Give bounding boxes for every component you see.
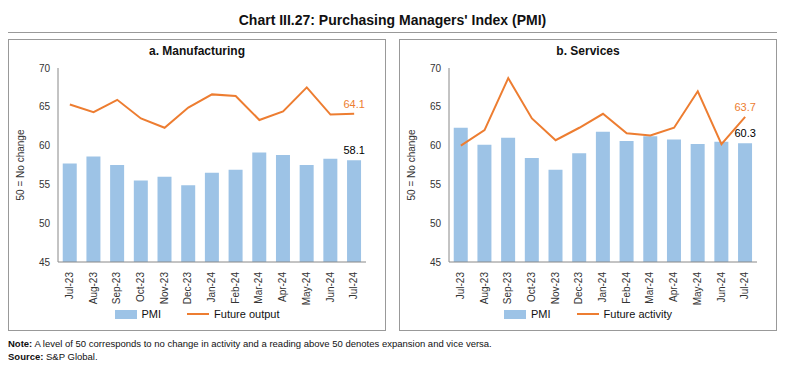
svg-text:Oct-23: Oct-23	[526, 272, 537, 302]
svg-text:Nov-23: Nov-23	[159, 272, 170, 305]
svg-text:Mar-24: Mar-24	[253, 272, 264, 304]
svg-text:Nov-23: Nov-23	[550, 272, 561, 305]
html-text:Future output: Future output	[214, 308, 280, 320]
svg-text:Jun-24: Jun-24	[325, 272, 336, 303]
html-text:Note: A level of 50 correspond: Note: A level of 50 corresponds to no ch…	[8, 338, 492, 349]
svg-text:Feb-24: Feb-24	[230, 272, 241, 304]
svg-text:55: 55	[430, 179, 442, 190]
svg-text:50: 50	[430, 218, 442, 229]
svg-text:Aug-23: Aug-23	[88, 272, 99, 305]
html-text:Source: S&P Global.: Source: S&P Global.	[8, 351, 98, 362]
svg-text:Dec-23: Dec-23	[573, 272, 584, 305]
html-text:a. Manufacturing: a. Manufacturing	[149, 44, 245, 58]
svg-text:Dec-23: Dec-23	[182, 272, 193, 305]
html-text:b. Services: b. Services	[556, 44, 620, 58]
html-text:PMI: PMI	[531, 308, 551, 320]
svg-text:60.3: 60.3	[734, 127, 755, 139]
svg-text:45: 45	[430, 257, 442, 268]
svg-text:Jul-23: Jul-23	[455, 272, 466, 300]
html-text:Chart III.27: Purchasing Manag: Chart III.27: Purchasing Managers' Index…	[238, 12, 547, 28]
svg-text:Jan-24: Jan-24	[597, 272, 608, 303]
html-text:PMI: PMI	[141, 308, 162, 320]
svg-text:Sep-23: Sep-23	[502, 272, 513, 305]
svg-text:50 = No change: 50 = No change	[15, 129, 26, 200]
svg-text:Sep-23: Sep-23	[111, 272, 122, 305]
svg-text:70: 70	[430, 63, 442, 74]
svg-text:Jul-23: Jul-23	[64, 272, 75, 300]
svg-text:70: 70	[39, 63, 51, 74]
svg-text:55: 55	[39, 179, 51, 190]
svg-text:Apr-24: Apr-24	[668, 272, 679, 302]
svg-text:May-24: May-24	[692, 272, 703, 306]
svg-text:45: 45	[39, 257, 51, 268]
svg-text:May-24: May-24	[301, 272, 312, 306]
svg-text:64.1: 64.1	[343, 98, 364, 110]
svg-text:50 = No change: 50 = No change	[406, 129, 417, 200]
svg-text:Apr-24: Apr-24	[277, 272, 288, 302]
svg-text:60: 60	[430, 140, 442, 151]
svg-text:Mar-24: Mar-24	[644, 272, 655, 304]
svg-text:50: 50	[39, 218, 51, 229]
svg-text:Feb-24: Feb-24	[621, 272, 632, 304]
svg-text:63.7: 63.7	[734, 101, 755, 113]
svg-text:Aug-23: Aug-23	[479, 272, 490, 305]
html-text:Future activity: Future activity	[603, 308, 672, 320]
svg-text:Jul-24: Jul-24	[348, 272, 359, 300]
svg-text:58.1: 58.1	[343, 144, 364, 156]
svg-text:65: 65	[39, 101, 51, 112]
svg-text:Oct-23: Oct-23	[135, 272, 146, 302]
svg-text:Jun-24: Jun-24	[716, 272, 727, 303]
svg-text:60: 60	[39, 140, 51, 151]
svg-text:Jan-24: Jan-24	[206, 272, 217, 303]
svg-text:65: 65	[430, 101, 442, 112]
svg-text:Jul-24: Jul-24	[739, 272, 750, 300]
